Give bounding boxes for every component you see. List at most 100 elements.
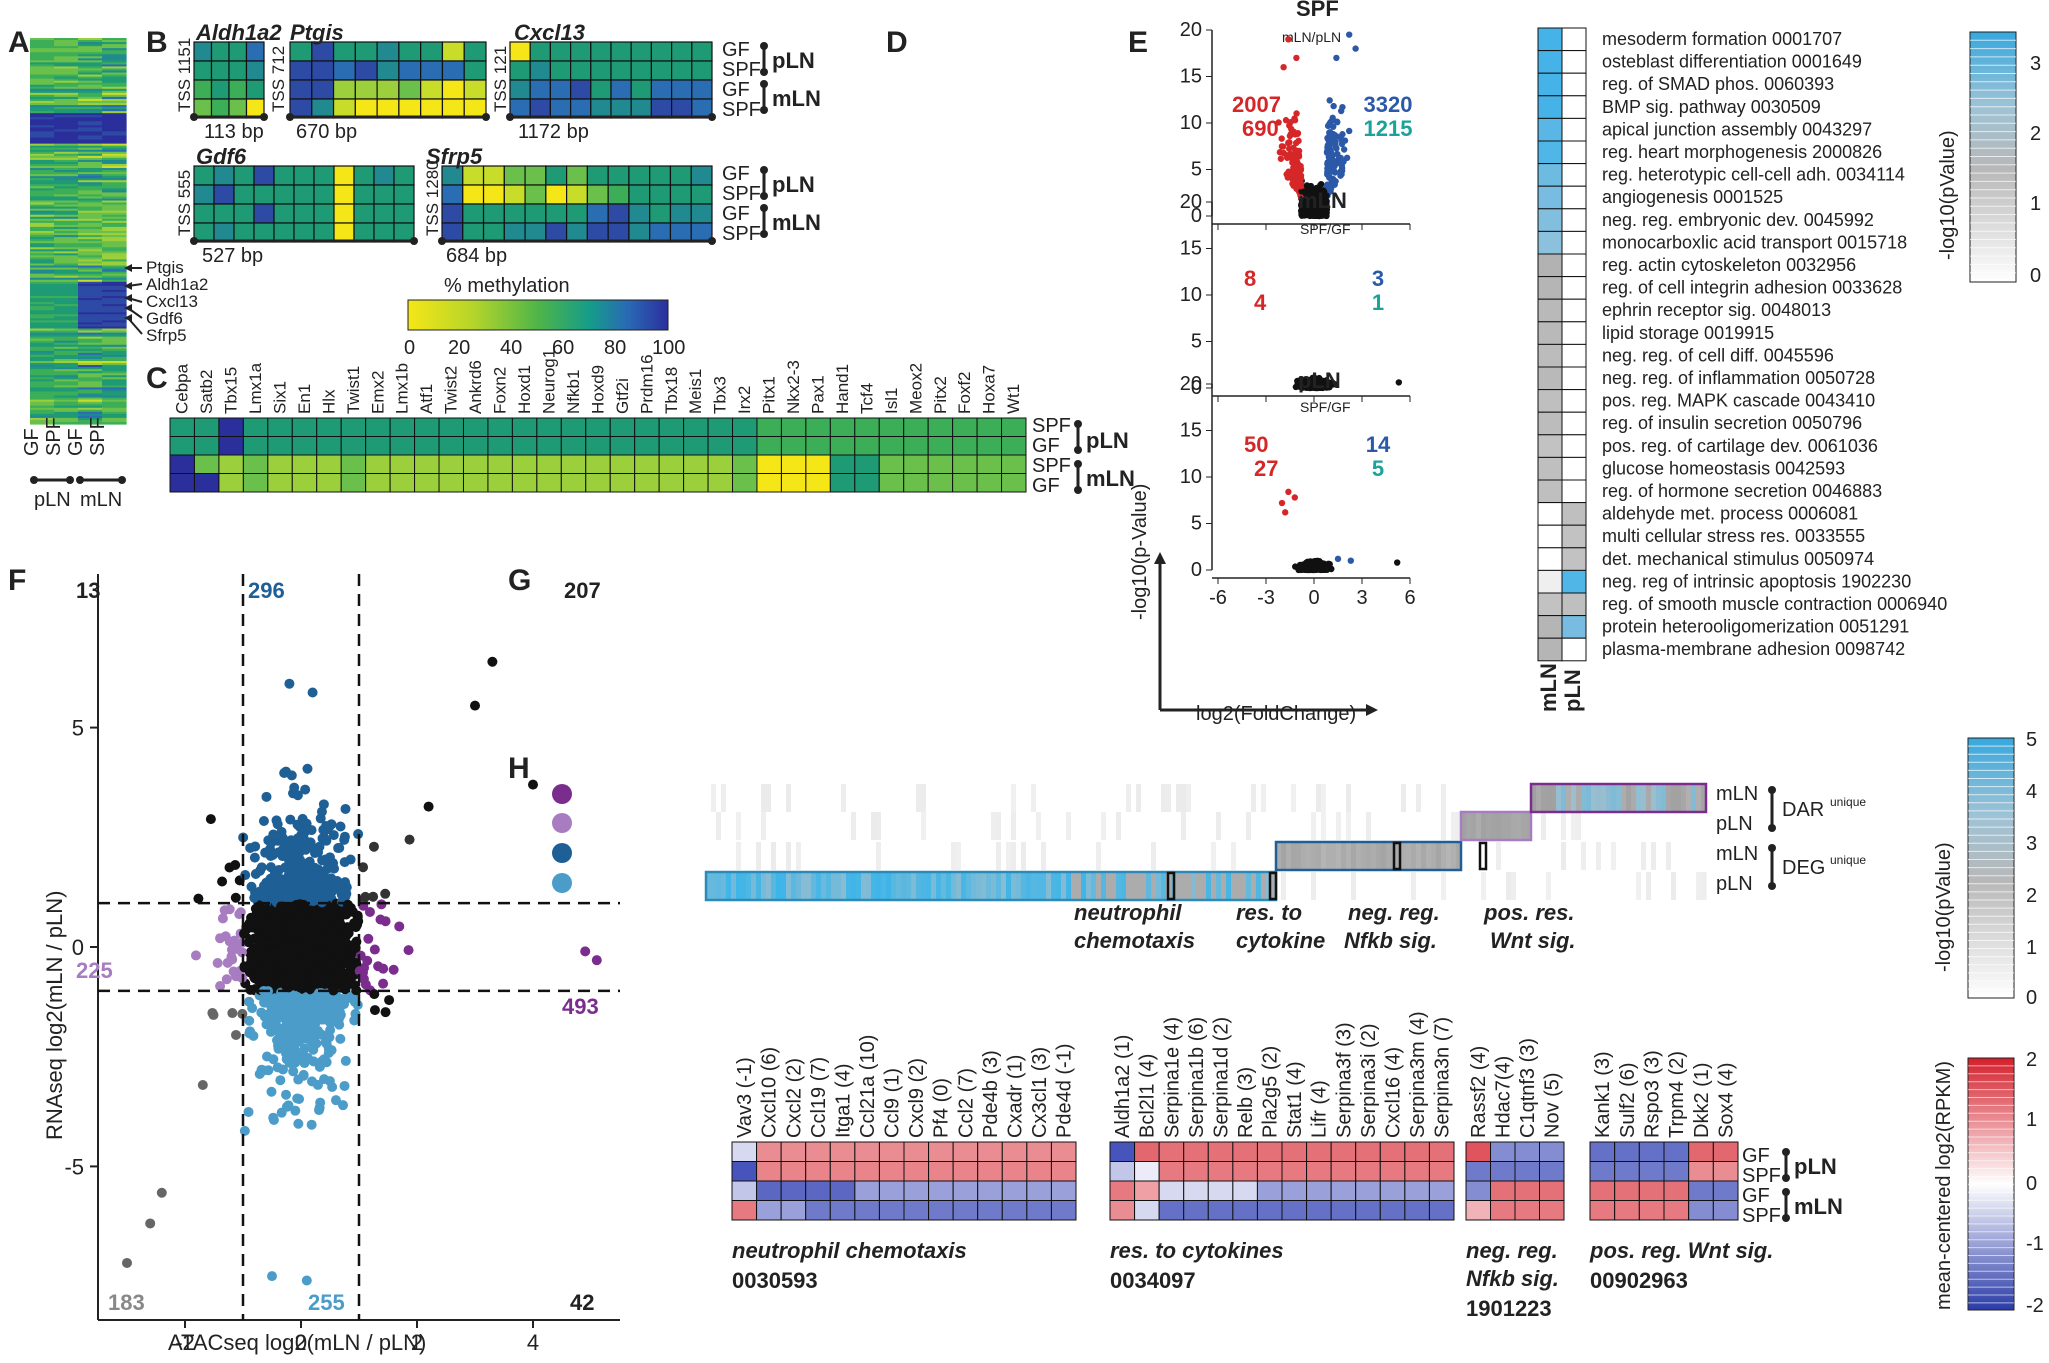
panel-b-cell <box>273 203 295 224</box>
panel-a-cell <box>78 269 103 273</box>
panel-a-cell <box>54 54 79 57</box>
panel-a-cell <box>54 176 79 179</box>
panel-c-row: GF <box>1032 475 1060 497</box>
panel-e-cells <box>1537 27 1587 662</box>
panel-d-ytick-label: 0 <box>1191 205 1202 227</box>
panel-a-cell <box>30 356 55 360</box>
panel-f-point <box>212 958 223 969</box>
panel-b-cell <box>482 165 505 186</box>
panel-a-cell <box>78 170 103 173</box>
panel-a-cell <box>30 352 55 356</box>
panel-c-cell <box>609 417 636 437</box>
panel-a-cell <box>78 352 103 356</box>
panel-a-cell <box>30 137 55 141</box>
panel-a-cell <box>78 310 103 313</box>
panel-a-cell <box>54 265 79 269</box>
panel-b-cell <box>628 203 651 224</box>
panel-a-cell <box>78 283 103 287</box>
panel-c-gene-label: Nfkb1 <box>564 370 583 414</box>
panel-c-row: SPF <box>1032 455 1071 477</box>
panel-a-cell <box>78 113 103 116</box>
panel-a-cell <box>102 279 127 283</box>
panel-d-title: SPF <box>1296 0 1339 21</box>
panel-d-down-fc: 4 <box>1254 290 1267 315</box>
panel-b-cell <box>398 60 422 81</box>
panel-a-cell <box>78 385 103 389</box>
panel-a-cell <box>54 306 79 309</box>
panel-b-cell <box>354 60 378 81</box>
panel-a-cell <box>54 403 79 407</box>
panel-a-cell <box>54 352 79 356</box>
panel-a-cell <box>102 145 127 149</box>
panel-b-cell <box>420 60 444 81</box>
panel-a-cell <box>30 86 55 90</box>
panel-e-cell <box>1561 434 1587 458</box>
panel-a-cell <box>54 220 79 224</box>
panel-a-cell <box>54 139 79 143</box>
panel-a-cell <box>54 48 79 51</box>
panel-a-cell <box>30 334 55 338</box>
panel-a-cell <box>30 147 55 151</box>
panel-a-cell <box>54 222 79 226</box>
panel-a-cell <box>54 273 79 277</box>
panel-b-cell <box>273 222 295 243</box>
panel-a-cell <box>102 86 127 90</box>
panel-c-cell <box>414 454 440 474</box>
panel-e-legend-tick: 2 <box>2030 123 2041 145</box>
panel-f-point <box>261 791 272 802</box>
panel-d-point <box>1324 134 1331 142</box>
panel-a-cell <box>30 391 55 395</box>
panel-a-cell <box>78 88 103 92</box>
panel-a-cell <box>78 371 103 374</box>
panel-a-cell <box>102 48 127 51</box>
panel-a-cell <box>54 226 79 230</box>
panel-b-cell <box>441 41 465 62</box>
panel-e-cell <box>1561 592 1587 617</box>
panel-b-cell <box>313 203 335 224</box>
panel-d-point <box>1337 168 1344 175</box>
panel-a-cell <box>54 285 79 289</box>
panel-a-cell <box>54 409 79 413</box>
panel-a-cell <box>30 157 55 161</box>
panel-a-cell <box>78 342 103 346</box>
panel-a-cell <box>30 200 55 204</box>
panel-a-cell <box>78 135 103 139</box>
panel-a-cell <box>54 153 79 157</box>
panel-c-gene-label: Meox2 <box>906 363 925 414</box>
panel-d-up-total: 14 <box>1366 432 1391 457</box>
panel-b-cell <box>503 165 526 186</box>
panel-a-cell <box>78 324 103 328</box>
panel-a-cell <box>54 415 79 419</box>
panel-c-cell <box>438 436 464 456</box>
panel-a-cell <box>30 119 55 122</box>
panel-b-cell <box>607 184 630 205</box>
panel-c-cell <box>1001 473 1027 493</box>
panel-c-cell <box>511 436 538 456</box>
panel-a-cell <box>54 411 79 415</box>
panel-a-cell <box>54 68 79 72</box>
panel-a-cell <box>102 296 127 299</box>
panel-a-cell <box>78 421 103 425</box>
panel-c-cell <box>365 473 391 493</box>
panel-f-point <box>384 995 395 1006</box>
panel-a-cell <box>102 342 127 346</box>
panel-a-cell <box>78 133 103 137</box>
panel-b-cell <box>441 98 465 119</box>
panel-b-cell <box>463 79 487 100</box>
panel-d-title: mLN <box>1298 188 1347 213</box>
panel-e-term: lipid storage 0019915 <box>1602 323 1774 343</box>
panel-a-cell <box>30 245 55 248</box>
panel-b-bp-ptgis: 670 bp <box>296 121 357 143</box>
panel-e-term: det. mechanical stimulus 0050974 <box>1602 549 1874 569</box>
panel-a-cell <box>30 393 55 397</box>
panel-a-cell <box>78 98 103 102</box>
panel-c-cell <box>634 473 660 493</box>
panel-a-cell <box>102 293 127 297</box>
panel-a-cell <box>102 338 127 342</box>
panel-a-cell <box>30 411 55 415</box>
panel-a-cell <box>102 298 127 301</box>
panel-d-point <box>1340 146 1348 153</box>
panel-b-cell <box>607 203 630 224</box>
panel-a-cell <box>102 206 127 210</box>
